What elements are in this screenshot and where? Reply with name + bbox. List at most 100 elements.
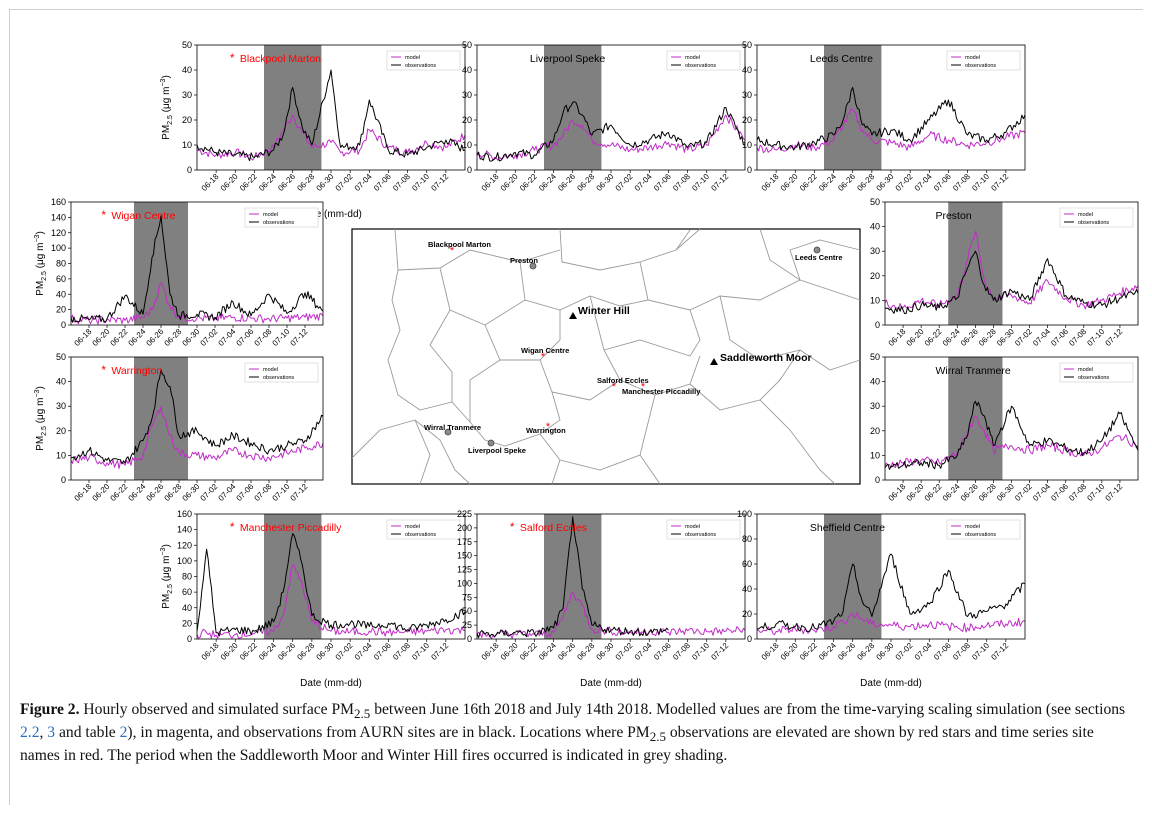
x-tick-label: 07-04 <box>913 172 934 193</box>
chart-title: Leeds Centre <box>810 53 873 65</box>
x-tick-label: 07-06 <box>235 327 256 348</box>
y-tick-label: 20 <box>870 271 880 281</box>
map-label-saddleworth: Saddleworth Moor <box>720 352 812 364</box>
x-tick-label: 07-12 <box>709 172 730 193</box>
x-tick-label: 06-22 <box>923 482 944 503</box>
x-tick-label: 07-02 <box>199 482 220 503</box>
y-tick-label: 60 <box>182 587 192 597</box>
x-tick-label: 06-18 <box>480 172 501 193</box>
x-tick-label: 06-30 <box>315 172 336 193</box>
x-tick-label: 06-24 <box>941 327 962 348</box>
x-tick-label: 07-08 <box>253 482 274 503</box>
caption-sub-2: 2.5 <box>649 729 666 745</box>
legend-label-model: model <box>263 212 278 218</box>
y-tick-label: 25 <box>462 620 472 630</box>
y-axis-label: PM2.5 (μg m−3) <box>34 386 48 451</box>
x-tick-label: 06-22 <box>109 482 130 503</box>
caption-ref-table-2[interactable]: 2 <box>119 724 128 742</box>
district-boundary <box>469 359 501 422</box>
x-tick-label: 07-12 <box>429 172 450 193</box>
legend-label-model: model <box>405 55 420 61</box>
chart-panel-salford-eccles: 0 25 50 75 100 125 150 175 200 225 06-1806-2006-22… <box>457 509 746 689</box>
x-tick-label: 06-20 <box>91 482 112 503</box>
district-boundary <box>639 454 661 485</box>
x-tick-label: 06-30 <box>181 482 202 503</box>
x-tick-label: 06-22 <box>518 641 539 662</box>
y-tick-label: 30 <box>462 90 472 100</box>
x-tick-label: 06-26 <box>959 327 980 348</box>
series-line-observations <box>756 87 1026 151</box>
map-label-manchester: Manchester Piccadilly <box>622 387 701 396</box>
y-tick-label: 100 <box>737 509 752 519</box>
caption-ref-section-2-2[interactable]: 2.2 <box>20 724 40 742</box>
y-tick-label: 100 <box>457 578 472 588</box>
x-tick-label: 07-08 <box>1067 482 1088 503</box>
fire-period-shading <box>824 45 882 170</box>
y-axis-label-unit-close: ) <box>35 231 46 234</box>
y-tick-label: 140 <box>177 525 192 535</box>
legend-label-observations: observations <box>405 532 436 538</box>
district-boundary <box>619 355 701 396</box>
caption-ref-section-3[interactable]: 3 <box>47 724 56 742</box>
series-line-observations <box>756 553 1026 632</box>
map-label-blackpool: Blackpool Marton <box>428 240 491 249</box>
x-tick-label: 07-06 <box>652 172 673 193</box>
caption-text-2: between June 16th 2018 and July 14th 201… <box>370 701 1126 718</box>
chart-panel-leeds-centre: 0 10 20 30 40 50 06-1806-2006-2206-2406-2606-2… <box>742 40 1026 193</box>
series-line-observations <box>476 101 746 162</box>
x-tick-label: 06-18 <box>73 327 94 348</box>
caption-text-4: ), in magenta, and observations from AUR… <box>127 724 650 742</box>
x-tick-label: 06-18 <box>760 172 781 193</box>
y-axis-label-sub: 2.5 <box>41 426 48 436</box>
x-tick-label: 06-28 <box>977 482 998 503</box>
x-tick-label: 06-24 <box>257 641 278 662</box>
x-tick-label: 07-04 <box>1031 327 1052 348</box>
district-boundary <box>759 228 801 281</box>
y-tick-label: 0 <box>61 320 66 330</box>
x-tick-label: 06-20 <box>499 172 520 193</box>
x-tick-label: 07-12 <box>1104 327 1125 348</box>
x-tick-label: 07-12 <box>709 641 730 662</box>
district-boundary <box>414 419 431 485</box>
series-line-model <box>884 231 1139 310</box>
x-tick-label: 07-02 <box>614 172 635 193</box>
y-tick-label: 40 <box>742 65 752 75</box>
y-tick-label: 20 <box>742 115 752 125</box>
x-tick-label: 06-26 <box>276 172 297 193</box>
x-tick-label: 06-24 <box>127 482 148 503</box>
fire-period-shading <box>544 514 602 639</box>
y-tick-label: 175 <box>457 537 472 547</box>
y-axis-label-sub: 2.5 <box>167 115 174 125</box>
y-tick-label: 0 <box>875 475 880 485</box>
y-tick-label: 10 <box>742 140 752 150</box>
y-tick-label: 100 <box>51 243 66 253</box>
y-tick-label: 150 <box>457 551 472 561</box>
x-tick-label: 06-24 <box>817 641 838 662</box>
chart-title: Blackpool Marton <box>240 53 321 65</box>
x-tick-label: 07-08 <box>391 641 412 662</box>
district-boundary <box>551 459 561 485</box>
caption-sep-1: , <box>39 724 48 742</box>
legend-box <box>666 519 741 540</box>
x-tick-label: 06-24 <box>537 172 558 193</box>
district-boundary <box>539 295 621 401</box>
x-tick-label: 07-12 <box>989 641 1010 662</box>
district-boundary <box>429 309 453 402</box>
chart-title: Liverpool Speke <box>530 53 605 65</box>
y-tick-label: 50 <box>182 40 192 50</box>
x-tick-label: 07-04 <box>913 641 934 662</box>
x-tick-label: 06-18 <box>200 641 221 662</box>
y-tick-label: 20 <box>870 426 880 436</box>
x-tick-label: 07-10 <box>690 641 711 662</box>
x-tick-label: 06-22 <box>518 172 539 193</box>
site-marker-star-icon: * <box>641 381 646 393</box>
x-tick-label: 06-24 <box>127 327 148 348</box>
legend-label-model: model <box>1078 212 1093 218</box>
x-tick-label: 07-10 <box>690 172 711 193</box>
series-line-model <box>756 107 1026 154</box>
y-tick-label: 160 <box>51 197 66 207</box>
y-tick-label: 30 <box>182 90 192 100</box>
x-tick-label: 06-26 <box>276 641 297 662</box>
x-tick-label: 07-02 <box>894 641 915 662</box>
y-tick-label: 0 <box>747 165 752 175</box>
